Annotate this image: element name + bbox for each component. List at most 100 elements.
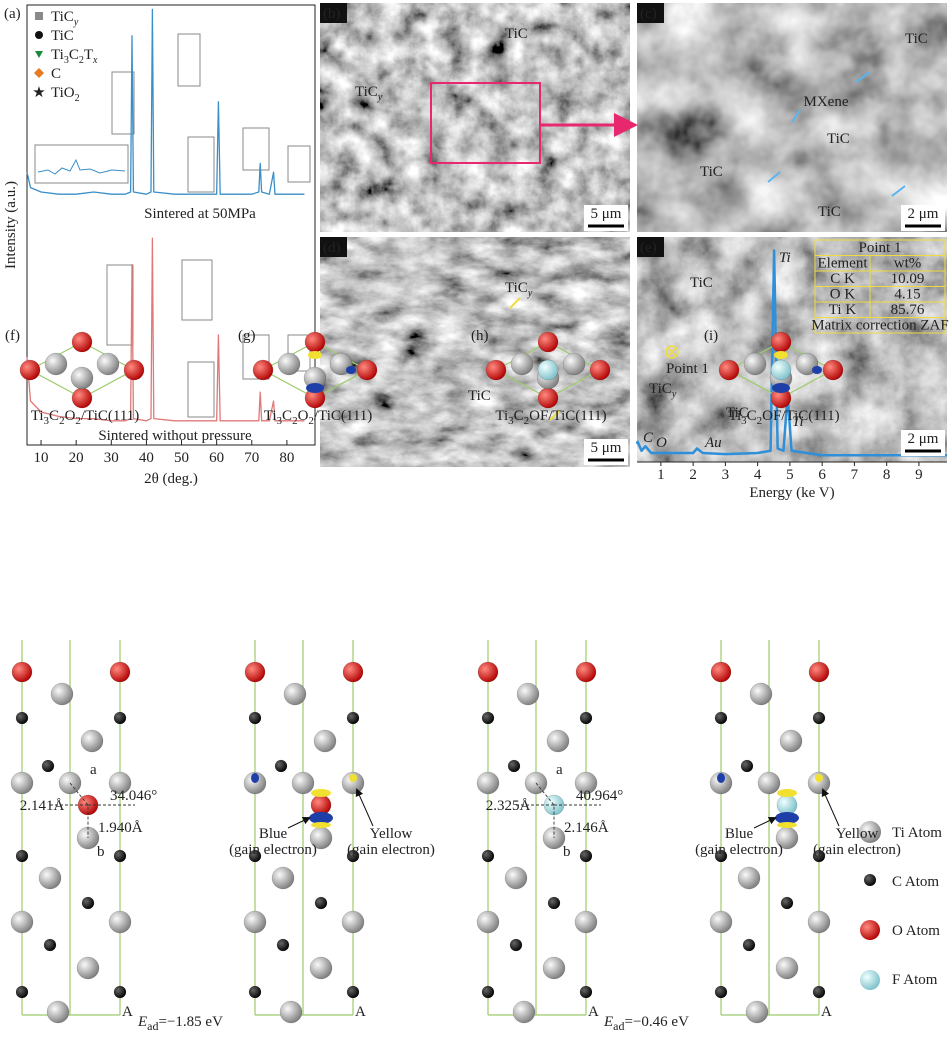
text-part: C xyxy=(747,408,757,424)
plot-frame xyxy=(26,4,316,446)
sem-image xyxy=(320,3,630,232)
atom-o xyxy=(356,359,378,381)
point-marker xyxy=(665,345,679,359)
cell-axis-label: A xyxy=(588,1004,599,1020)
distance-label: b xyxy=(563,844,571,860)
peak-label: O xyxy=(656,435,667,451)
x-tick-label: 2 xyxy=(689,467,697,483)
charge-blue xyxy=(772,383,790,393)
formula: Ti3C2O2/TiC(111) xyxy=(264,408,373,427)
atom-o xyxy=(244,661,266,683)
charge-yellow xyxy=(777,822,797,828)
atom-c xyxy=(346,711,360,725)
text-part: y xyxy=(377,92,383,103)
text-part: O xyxy=(298,408,309,424)
cell-axis-label: A xyxy=(355,1004,366,1020)
atom-ti xyxy=(108,910,132,934)
atom-legend-label: Ti Atom xyxy=(892,825,942,841)
atom-ti xyxy=(341,910,365,934)
table-cell: Ti K xyxy=(829,302,857,318)
atom-c xyxy=(714,985,728,999)
atom-ti xyxy=(476,910,500,934)
atom-f xyxy=(770,359,792,381)
atom-c xyxy=(579,849,593,863)
panel-label-bg xyxy=(320,237,347,257)
text-part: OF/TiC(111) xyxy=(529,408,607,424)
atom-c xyxy=(481,711,495,725)
x-axis-title: Energy (ke V) xyxy=(749,485,834,501)
atom-c xyxy=(248,849,262,863)
text-part: C xyxy=(69,47,79,63)
text-part: 2 xyxy=(757,415,763,427)
text-part: 2 xyxy=(59,415,65,427)
atom-c xyxy=(812,849,826,863)
atom-o xyxy=(342,661,364,683)
phase-label: TiC xyxy=(505,26,528,42)
atom-c xyxy=(15,711,29,725)
text-part: C xyxy=(51,66,61,82)
pointer xyxy=(355,788,374,827)
text-part: 3 xyxy=(508,415,514,427)
charge-yellow xyxy=(349,774,357,782)
atom-c xyxy=(248,711,262,725)
distance-label: a xyxy=(556,762,563,778)
feature-label: MXene xyxy=(804,94,849,110)
x-tick-label: 5 xyxy=(786,467,794,483)
text-part: y xyxy=(527,288,533,299)
text-part: 2 xyxy=(79,55,84,66)
atom-legend-label: F Atom xyxy=(892,972,938,988)
x-tick-label: 80 xyxy=(279,450,294,466)
atom-c xyxy=(481,849,495,863)
bond-guide xyxy=(50,782,135,838)
atom-c xyxy=(41,759,55,773)
text-part: TiC xyxy=(505,280,528,296)
mxene-arrows xyxy=(767,71,906,197)
atom-c xyxy=(579,711,593,725)
atom-o xyxy=(589,359,611,381)
atom-o xyxy=(537,387,559,409)
text-part: Ti xyxy=(31,408,44,424)
table-cell: wt% xyxy=(894,256,922,272)
atom-o xyxy=(710,661,732,683)
text-part: TiC xyxy=(649,381,672,397)
charge-label: (gain electron) xyxy=(347,842,435,858)
legend-marker xyxy=(35,31,43,39)
atom-ti xyxy=(542,956,566,980)
atom-c xyxy=(15,985,29,999)
atom-c xyxy=(780,896,794,910)
text-part: 2 xyxy=(75,415,81,427)
distance-label: 1.940Å xyxy=(98,820,143,836)
distance-label: 2.146Å xyxy=(564,820,609,836)
charge-label: (gain electron) xyxy=(813,842,901,858)
zoom-box xyxy=(430,82,541,164)
text-part: TiC xyxy=(505,26,528,42)
atom-ti xyxy=(745,1000,769,1024)
adsorption-energy: Ead=−0.46 eV xyxy=(603,1014,689,1033)
text-part: Ti xyxy=(51,47,64,63)
atom-ti xyxy=(510,352,534,376)
text-part: 3 xyxy=(44,415,50,427)
atom-legend-label: C Atom xyxy=(892,874,939,890)
atom-o xyxy=(11,661,33,683)
charge-label: Yellow xyxy=(836,826,879,842)
text-part: E xyxy=(137,1014,147,1030)
pointer xyxy=(753,816,777,829)
charge-label: Blue xyxy=(259,826,288,842)
distance-label: 40.964° xyxy=(576,788,623,804)
text-part: 2 xyxy=(524,415,530,427)
y-axis-title: Intensity (a.u.) xyxy=(3,181,19,269)
text-part: 2 xyxy=(292,415,298,427)
x-tick-label: 30 xyxy=(104,450,119,466)
panel-label-bg xyxy=(637,3,664,23)
atom-ti xyxy=(807,910,831,934)
text-part: TiC xyxy=(355,84,378,100)
atom-legend-c xyxy=(864,874,876,886)
atom-ti xyxy=(108,771,132,795)
text-part: E xyxy=(603,1014,613,1030)
spectrum-line xyxy=(26,8,305,195)
atom-ti xyxy=(44,352,68,376)
text-part: y xyxy=(671,389,677,400)
atom-ti xyxy=(512,1000,536,1024)
atom-o xyxy=(485,359,507,381)
x-tick-label: 10 xyxy=(34,450,49,466)
